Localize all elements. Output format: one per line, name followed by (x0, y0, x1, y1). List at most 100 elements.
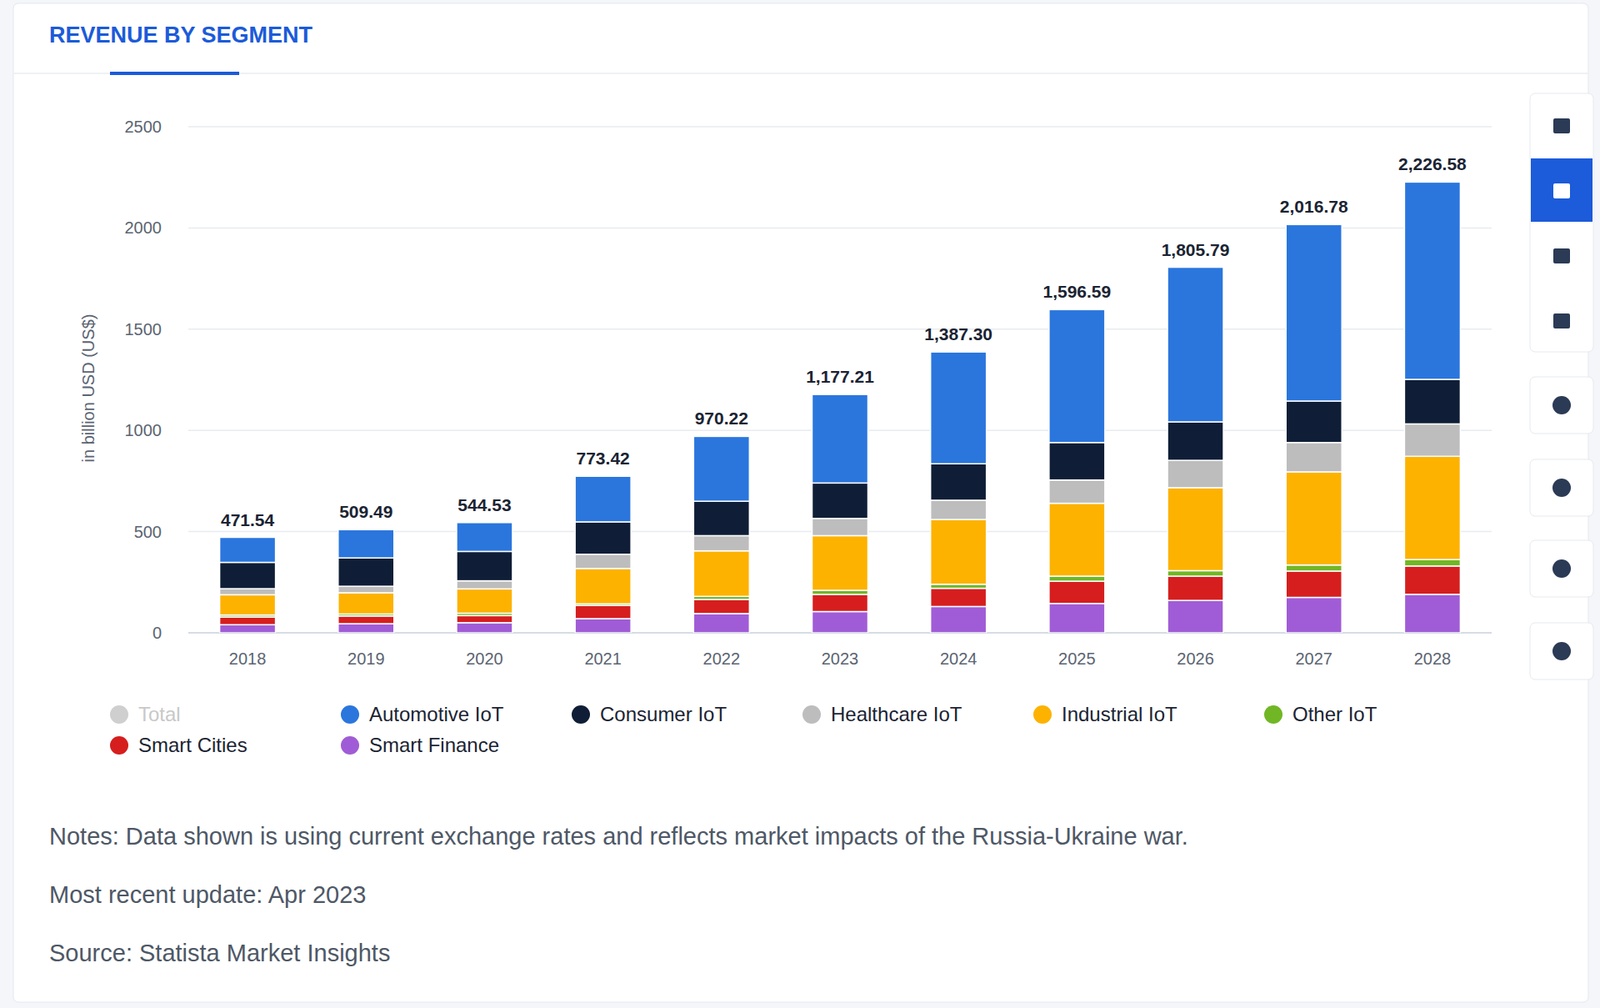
bar-segment (1285, 442, 1342, 472)
total-label: 1,805.79 (1161, 240, 1230, 260)
toolbar-icon[interactable] (1552, 559, 1571, 578)
bar-segment (1285, 471, 1342, 565)
toolbar-icon[interactable] (1553, 313, 1570, 329)
y-tick-label: 1000 (125, 420, 163, 440)
bar-segment (812, 518, 869, 536)
card (13, 3, 1589, 1002)
chart-root: REVENUE BY SEGMENT05001000150020002500in… (0, 0, 1600, 1008)
bar-segment (338, 615, 395, 624)
total-label: 2,016.78 (1280, 196, 1349, 216)
toolbar-icon[interactable] (1553, 248, 1570, 264)
bar-segment (1285, 597, 1342, 633)
bar-segment (1404, 559, 1460, 566)
bar-segment (1167, 460, 1224, 488)
total-label: 544.53 (457, 495, 511, 515)
legend-marker[interactable] (802, 705, 821, 724)
y-tick-label: 500 (134, 522, 162, 541)
legend-marker[interactable] (110, 705, 129, 724)
y-axis-label: in billion USD (US$) (79, 314, 98, 463)
bar-segment (930, 500, 987, 520)
legend-marker[interactable] (110, 735, 129, 755)
bar-segment (812, 594, 869, 612)
bar-segment (575, 605, 631, 619)
bar-segment (1167, 575, 1224, 600)
toolbar-icon[interactable] (1552, 478, 1571, 497)
legend-marker[interactable] (340, 705, 360, 724)
bar-segment (1049, 575, 1105, 581)
toolbar-button[interactable] (1530, 540, 1594, 597)
bar-segment (1285, 565, 1342, 571)
toolbar-icon[interactable] (1552, 641, 1571, 660)
legend-label[interactable]: Smart Cities (138, 733, 248, 756)
toolbar (1530, 93, 1594, 680)
bar-segment (930, 351, 987, 464)
total-label: 471.54 (220, 510, 275, 530)
toolbar-button[interactable] (1530, 622, 1594, 680)
legend-marker[interactable] (1033, 705, 1052, 724)
y-tick-label: 2000 (125, 218, 163, 237)
bar-segment (693, 599, 750, 614)
bar-segment (575, 521, 631, 555)
bar-segment (1167, 600, 1224, 633)
bar-segment (693, 613, 750, 633)
bar-segment (1049, 309, 1105, 442)
bar-segment (930, 519, 987, 585)
x-tick-label: 2026 (1176, 649, 1215, 668)
bar-segment (456, 615, 513, 622)
bar-segment (812, 611, 869, 633)
bar-segment (338, 529, 395, 558)
legend-marker[interactable] (571, 705, 590, 724)
bar-segment (1404, 181, 1460, 380)
bar-segment (1404, 455, 1460, 560)
toolbar-icon[interactable] (1552, 395, 1571, 415)
total-label: 970.22 (695, 408, 749, 428)
bar-segment (1167, 267, 1224, 422)
toolbar-button[interactable] (1530, 376, 1594, 434)
legend-label[interactable]: Other IoT (1292, 702, 1378, 725)
toolbar-icon[interactable] (1553, 118, 1570, 134)
bar-segment (220, 594, 276, 615)
toolbar-button[interactable] (1530, 459, 1594, 516)
tab-underline (110, 71, 240, 75)
bar-segment (1167, 421, 1224, 460)
note: Most recent update: Apr 2023 (49, 880, 366, 908)
x-tick-label: 2024 (940, 649, 978, 668)
bar-segment (456, 580, 513, 590)
bar-segment (812, 482, 869, 518)
total-label: 509.49 (339, 501, 393, 521)
y-axis-line (188, 126, 190, 633)
bar-segment (456, 550, 513, 580)
x-tick-label: 2025 (1058, 649, 1096, 668)
bar-segment (812, 394, 869, 483)
legend-label[interactable]: Healthcare IoT (830, 702, 963, 725)
bar-segment (338, 557, 395, 586)
total-label: 773.42 (576, 448, 630, 468)
bar-segment (1404, 379, 1460, 424)
legend-label[interactable]: Consumer IoT (600, 702, 727, 725)
total-label: 1,177.21 (805, 366, 875, 386)
bar-segment (1167, 570, 1224, 576)
grid-line (188, 125, 1492, 128)
x-tick-label: 2020 (465, 649, 504, 668)
note: Notes: Data shown is using current excha… (49, 822, 1189, 850)
legend-label[interactable]: Industrial IoT (1061, 702, 1178, 725)
toolbar-active[interactable] (1530, 158, 1593, 222)
bar-segment (1049, 442, 1105, 480)
legend-label[interactable]: Smart Finance (369, 733, 500, 756)
x-tick-label: 2028 (1414, 649, 1452, 668)
legend-label[interactable]: Automotive IoT (369, 702, 505, 725)
bar-segment (338, 623, 395, 633)
bar-segment (1049, 580, 1105, 604)
toolbar-icon[interactable] (1553, 183, 1570, 199)
bar-segment (456, 522, 513, 552)
legend: Total Automotive IoT Consumer IoT Healthcar… (110, 702, 1378, 756)
bar-segment (1404, 594, 1460, 633)
bar-segment (456, 622, 513, 633)
bar-segment (575, 568, 631, 604)
legend-marker[interactable] (340, 735, 360, 755)
x-tick-label: 2027 (1295, 649, 1333, 668)
total-label: 2,226.58 (1398, 154, 1467, 174)
legend-marker[interactable] (1264, 705, 1283, 724)
bar-segment (456, 588, 513, 613)
legend-label[interactable]: Total (138, 702, 181, 725)
